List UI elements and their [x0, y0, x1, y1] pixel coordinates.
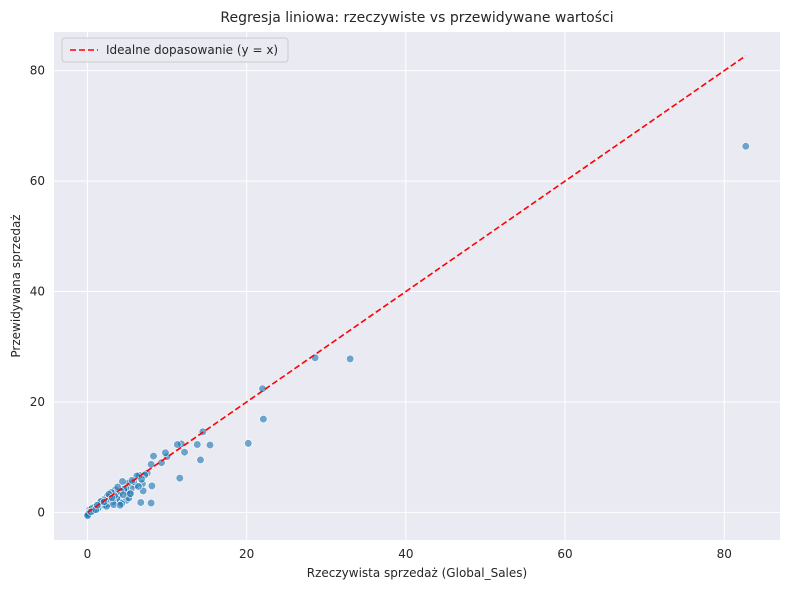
scatter-point [126, 489, 135, 498]
scatter-point [741, 142, 750, 151]
ideal-fit-line [86, 55, 747, 514]
scatter-point [119, 490, 128, 499]
x-axis-label: Rzeczywista sprzedaż (Global_Sales) [307, 566, 527, 580]
scatter-point [147, 460, 156, 469]
scatter-point [175, 474, 184, 483]
legend: Idealne dopasowanie (y = x) [61, 37, 289, 63]
x-tick-label: 80 [717, 547, 732, 561]
scatter-point [244, 439, 253, 448]
scatter-point [161, 448, 170, 457]
scatter-point [196, 455, 205, 465]
scatter-point [157, 458, 166, 467]
y-tick-label: 0 [37, 505, 45, 519]
legend-box [61, 37, 289, 63]
grid [54, 32, 780, 540]
scatter-point [180, 448, 189, 457]
scatter-point [147, 481, 157, 490]
y-tick-label: 20 [30, 395, 45, 409]
x-tick-label: 20 [239, 547, 254, 561]
scatter-point [134, 482, 143, 491]
x-tick-label: 40 [398, 547, 413, 561]
legend-entry-ideal-line: Idealne dopasowanie (y = x) [106, 43, 278, 57]
x-tick-labels: 0 20 40 60 80 [84, 547, 732, 561]
scatter-point [137, 475, 146, 484]
y-tick-label: 80 [30, 64, 45, 78]
y-tick-label: 60 [30, 174, 45, 188]
scatter-point [149, 451, 158, 461]
scatter-point [193, 440, 202, 449]
scatter-point [118, 477, 127, 486]
scatter-points [83, 142, 750, 520]
scatter-point [311, 353, 320, 362]
scatter-point [259, 414, 268, 424]
x-tick-label: 60 [557, 547, 572, 561]
scatter-point [205, 440, 215, 450]
y-tick-labels: 0 20 40 60 80 [30, 64, 45, 520]
chart-title: Regresja liniowa: rzeczywiste vs przewid… [220, 10, 613, 26]
x-tick-label: 0 [84, 547, 92, 561]
y-tick-label: 40 [30, 285, 45, 299]
scatter-point [127, 476, 137, 485]
scatter-point [136, 498, 145, 507]
scatter-point [115, 501, 125, 510]
scatter-point [346, 354, 355, 363]
y-axis-label: Przewidywana sprzedaż [9, 214, 23, 357]
scatter-point [147, 498, 156, 508]
scatter-point [173, 440, 182, 449]
